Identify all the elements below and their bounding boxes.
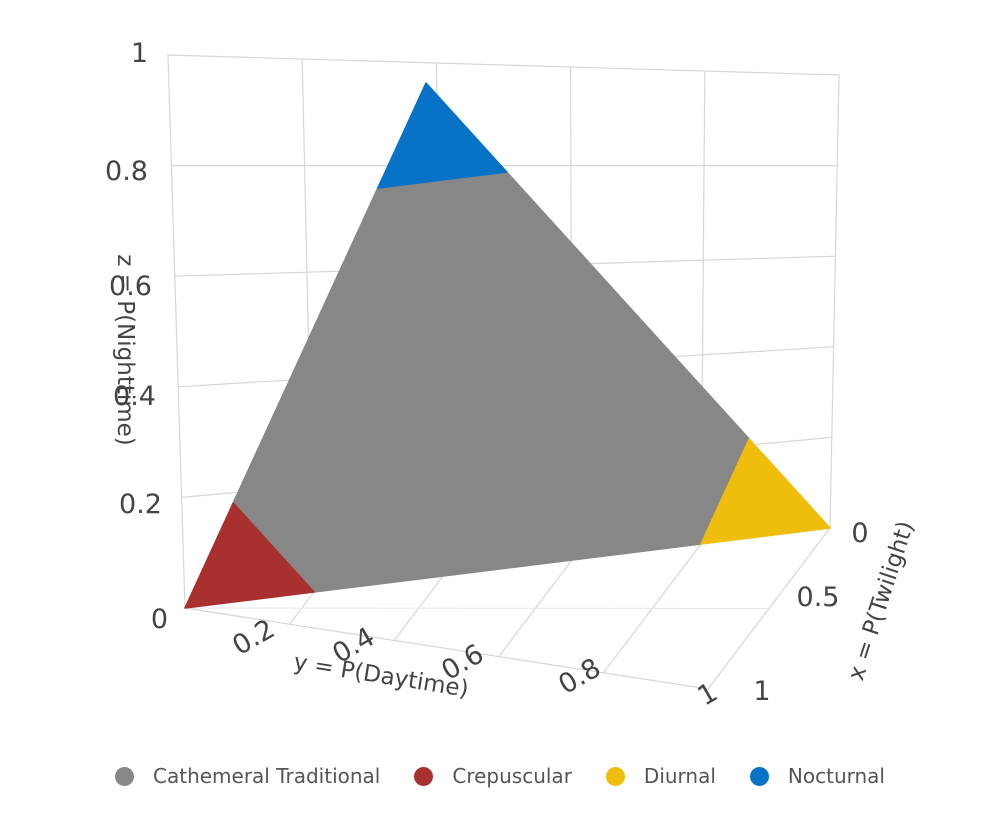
- z-tick-label: 0: [151, 604, 168, 635]
- simplex-regions: [184, 82, 831, 609]
- legend-label-crepuscular: Crepuscular: [452, 764, 572, 788]
- grid-back-wall: [167, 54, 840, 609]
- region-crepuscular: [184, 502, 315, 609]
- legend-marker-diurnal: [605, 766, 625, 786]
- grid-floor-outline: [184, 527, 831, 690]
- legend-marker-cathemeral: [115, 766, 134, 786]
- legend-item-cathemeral[interactable]: Cathemeral Traditional: [115, 764, 380, 788]
- legend-marker-nocturnal: [749, 766, 769, 786]
- legend-label-cathemeral: Cathemeral Traditional: [153, 764, 381, 788]
- legend-label-nocturnal: Nocturnal: [787, 764, 885, 788]
- legend-item-crepuscular[interactable]: Crepuscular: [414, 764, 572, 788]
- z-axis-title: z = P(Nighttime): [112, 254, 138, 446]
- z-tick-label: 0.8: [105, 156, 148, 187]
- legend: Cathemeral Traditional Crepuscular Diurn…: [0, 752, 1000, 800]
- legend-item-diurnal[interactable]: Diurnal: [605, 764, 716, 788]
- y-tick-label: 0.8: [553, 652, 606, 700]
- z-tick-label: 0.2: [119, 489, 162, 520]
- grid-line-x-floor: [184, 607, 770, 609]
- region-nocturnal: [377, 82, 508, 189]
- z-tick-label: 0.4: [113, 381, 156, 412]
- tick-labels: 00.20.40.60.810.2 0.4 0.6 0.8 100.51: [105, 38, 869, 712]
- region-diurnal: [700, 438, 831, 545]
- legend-label-diurnal: Diurnal: [643, 764, 716, 788]
- z-tick-label: 1: [131, 38, 148, 69]
- x-tick-label: 1: [753, 676, 770, 707]
- y-tick-label: 0.2: [227, 613, 280, 661]
- legend-item-nocturnal[interactable]: Nocturnal: [749, 764, 885, 788]
- y-tick-label: 1: [693, 677, 723, 712]
- legend-marker-crepuscular: [414, 766, 434, 786]
- region-cathemeral-traditional: [232, 171, 750, 593]
- x-tick-label: 0.5: [797, 582, 840, 613]
- z-tick-label: 0.6: [109, 271, 152, 302]
- x-tick-label: 0: [851, 518, 868, 549]
